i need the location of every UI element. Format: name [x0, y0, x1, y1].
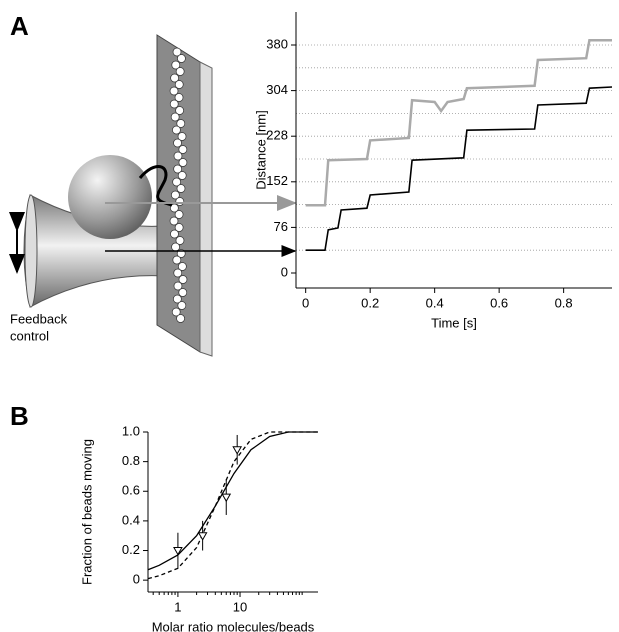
chain-bead [175, 197, 185, 206]
y-tick-label: 0.8 [122, 453, 140, 468]
x-tick-label: 0.2 [361, 295, 379, 310]
y-tick-label: 380 [266, 36, 288, 51]
chain-bead [170, 229, 179, 239]
chain-bead [169, 216, 179, 226]
series-line [147, 431, 318, 571]
data-point [232, 446, 243, 455]
panel-label: A [10, 11, 29, 41]
y-tick-label: 0.6 [122, 483, 140, 498]
chain-bead [174, 223, 184, 232]
chain-bead [176, 314, 185, 323]
series-line [305, 38, 612, 207]
chain-bead [177, 301, 187, 310]
bead-chain [169, 47, 188, 323]
chain-bead [171, 60, 181, 70]
series-line [147, 431, 318, 580]
chain-bead [178, 288, 188, 297]
chain-bead [173, 294, 182, 304]
schematic [9, 34, 297, 357]
chain-bead [173, 138, 182, 148]
chain-bead [174, 93, 184, 102]
y-tick-label: 1.0 [122, 423, 140, 438]
feedback-label: Feedback [10, 311, 68, 326]
x-tick-label: 10 [233, 599, 247, 614]
chain-bead [172, 255, 182, 265]
x-tick-label: 0 [302, 295, 309, 310]
data-point [173, 547, 183, 556]
y-axis-label: Fraction of beads moving [79, 439, 94, 585]
chain-bead [177, 54, 186, 63]
data-point [197, 532, 208, 541]
chain-bead [171, 307, 181, 317]
trap-end [24, 194, 38, 308]
chain-bead [177, 132, 187, 141]
chain-bead [178, 158, 188, 167]
chain-bead [178, 275, 188, 284]
chain-bead [173, 151, 183, 161]
chain-bead [178, 145, 188, 154]
x-axis-label: Time [s] [431, 315, 477, 330]
panel-label: B [10, 401, 29, 431]
chain-bead [176, 119, 186, 128]
chain-bead [172, 125, 181, 135]
x-tick-label: 0.6 [490, 295, 508, 310]
x-axis-label: Molar ratio molecules/beads [152, 619, 315, 632]
y-tick-label: 0.4 [122, 512, 140, 527]
x-tick-label: 1 [174, 599, 181, 614]
chain-bead [172, 47, 182, 57]
surface-side [199, 61, 213, 357]
y-tick-label: 76 [274, 219, 288, 234]
tether [138, 165, 173, 207]
chain-bead [174, 210, 184, 219]
y-tick-label: 0.2 [122, 542, 140, 557]
y-axis-label: Distance [nm] [253, 110, 268, 189]
x-tick-label: 0.4 [426, 295, 444, 310]
chain-bead [175, 67, 185, 76]
y-tick-label: 152 [266, 173, 288, 188]
chain-bead [170, 112, 180, 122]
chain-bead [171, 242, 180, 252]
chain-bead [174, 80, 184, 89]
y-tick-label: 0 [133, 572, 140, 587]
chain-bead [178, 262, 187, 271]
y-tick-label: 0 [281, 264, 288, 279]
y-tick-label: 304 [266, 82, 288, 97]
chain-bead [169, 99, 179, 109]
x-tick-label: 0.8 [555, 295, 573, 310]
chain-bead [173, 164, 183, 174]
data-point [221, 493, 232, 503]
chain-bead [171, 190, 180, 200]
chain-bead [177, 171, 187, 180]
chain-bead [169, 86, 179, 96]
chain-bead [170, 73, 179, 83]
series-line [305, 86, 613, 251]
feedback-label: control [10, 328, 49, 343]
chain-bead [175, 236, 185, 245]
chain-bead [172, 177, 181, 187]
chain-bead [175, 106, 184, 115]
chain-bead [176, 184, 186, 193]
y-tick-label: 228 [266, 128, 288, 143]
chain-bead [173, 268, 183, 278]
bead [68, 155, 152, 239]
chain-bead [173, 281, 183, 291]
